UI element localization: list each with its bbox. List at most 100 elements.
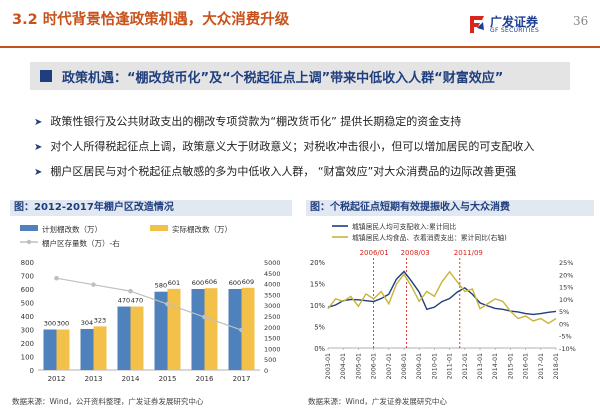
- legend-label: 城镇居民人均可支配收入:累计同比: [352, 222, 456, 231]
- y-right-tick-label: 0%: [559, 320, 569, 328]
- data-label-bg: [43, 318, 58, 328]
- y-tick-label: 0: [30, 367, 34, 375]
- y-right-tick-label: -10%: [559, 345, 576, 353]
- bar: [43, 329, 57, 370]
- line-point: [202, 314, 207, 320]
- bar: [130, 306, 144, 370]
- data-label-bg: [204, 277, 219, 287]
- chart1-title: 图：2012-2017年棚户区改造情况: [10, 200, 292, 216]
- x-tick-label: 2013: [85, 375, 103, 383]
- y-tick-label: 200: [21, 340, 34, 348]
- line-point: [165, 301, 170, 307]
- shantytown-bar-chart: 计划棚改数（万） 实际棚改数（万） 棚户区存量数（万）-右 0 100 200 300 400…: [10, 218, 290, 390]
- y-right-tick-label: 0: [264, 367, 268, 375]
- x-tick-label: 2012: [48, 375, 66, 383]
- series-line-stock: [56, 277, 242, 331]
- bullet-text: 棚户区居民与对个税起征点敏感的多为中低收入人群， “财富效应”对大众消费品的边际…: [50, 165, 517, 178]
- bar-data-label: 600: [192, 279, 204, 287]
- y-tick-label: 600: [21, 286, 34, 294]
- chart1-source: 数据来源：Wind，公开资料整理，广发证券发展研究中心: [12, 397, 204, 406]
- bar-data-label: 606: [205, 278, 217, 286]
- y-right-tick-label: 2500: [264, 313, 281, 321]
- x-tick-label: 2009-01: [416, 353, 423, 379]
- y-tick-label: 400: [21, 313, 34, 321]
- brand-logo: 广发证券 GF SECURITIES: [468, 12, 568, 38]
- series-line-1: [327, 270, 557, 325]
- bar: [167, 288, 181, 370]
- bullet-text: 对个人所得税起征点上调，政策意义大于财政意义；对税收冲击很小，但可以增加居民的可…: [50, 140, 535, 153]
- y-right-tick-label: 20%: [559, 271, 573, 279]
- annotation-label: 2006/01: [360, 249, 389, 257]
- y-right-tick-label: 1500: [264, 335, 281, 343]
- x-tick-label: 2016-01: [523, 353, 530, 379]
- x-tick-label: 2014: [122, 375, 140, 383]
- arrow-bullet-icon: ➤: [34, 142, 43, 153]
- bar-data-label: 304: [81, 319, 93, 327]
- chart2-background: [306, 218, 590, 394]
- y-right-tick-label: -5%: [559, 333, 572, 341]
- y-right-tick-label: 25%: [559, 259, 573, 267]
- arrow-bullet-icon: ➤: [34, 117, 43, 128]
- bullet-item: ➤ 棚户区居民与对个税起征点敏感的多为中低收入人群， “财富效应”对大众消费品的边…: [34, 163, 516, 179]
- bar: [80, 328, 94, 370]
- y-tick-label: 5%: [314, 324, 325, 332]
- data-label-bg: [93, 315, 108, 325]
- x-tick-label: 2015: [159, 375, 177, 383]
- y-tick-label: 20%: [310, 259, 326, 267]
- banner-text: 政策机遇：“棚改货币化”及“个税起征点上调”带来中低收入人群“财富效应”: [62, 71, 504, 86]
- y-right-tick-label: 4000: [264, 281, 281, 289]
- x-tick-label: 2003-01: [325, 353, 332, 379]
- chart2-title: 图：个税起征点短期有效提振收入与大众消费: [306, 200, 594, 216]
- bar-data-label: 600: [229, 279, 241, 287]
- header-divider: [0, 46, 600, 48]
- arrow-bullet-icon: ➤: [34, 167, 43, 178]
- y-right-tick-label: 3500: [264, 291, 281, 299]
- line-point: [128, 288, 133, 294]
- y-tick-label: 100: [21, 354, 34, 362]
- x-tick-label: 2008-01: [401, 353, 408, 379]
- y-right-tick-label: 5000: [264, 259, 281, 267]
- bullet-item: ➤ 政策性银行及公共财政支出的棚改专项贷款为“棚改货币化” 提供长期稳定的资金支持: [34, 113, 461, 129]
- bar: [191, 289, 205, 370]
- page-title: 3.2 时代背景恰逢政策机遇，大众消费升级: [12, 12, 290, 28]
- y-right-tick-label: 15%: [559, 284, 573, 292]
- bar-data-label: 601: [168, 279, 180, 287]
- bullet-text: 政策性银行及公共财政支出的棚改专项贷款为“棚改货币化” 提供长期稳定的资金支持: [50, 115, 462, 128]
- y-tick-label: 500: [21, 300, 34, 308]
- data-label-bg: [167, 277, 182, 287]
- bar-data-label: 300: [57, 320, 69, 328]
- y-tick-label: 15%: [310, 281, 326, 289]
- legend-label: 城镇居民人均食品、衣着消费支出：累计同比(右轴): [352, 233, 507, 242]
- legend-marker: [26, 239, 32, 245]
- legend-label: 实际棚改数（万）: [172, 224, 232, 234]
- gf-logo-icon: [470, 16, 484, 33]
- bar-data-label: 580: [155, 282, 167, 290]
- x-tick-label: 2013-01: [477, 353, 484, 379]
- legend-swatch: [20, 225, 38, 231]
- bar-data-label: 470: [131, 297, 143, 305]
- legend-swatch: [150, 225, 168, 231]
- brand-name-en: GF SECURITIES: [490, 27, 540, 34]
- data-label-bg: [130, 295, 145, 305]
- y-tick-label: 700: [21, 273, 34, 281]
- data-label-bg: [228, 278, 243, 287]
- bar-data-label: 470: [118, 297, 130, 305]
- x-tick-label: 2005-01: [355, 353, 362, 379]
- bar: [204, 288, 218, 370]
- y-right-tick-label: 5%: [559, 308, 569, 316]
- bar: [93, 326, 107, 370]
- bar: [154, 291, 168, 370]
- x-tick-label: 2006-01: [371, 353, 378, 379]
- section-banner: 政策机遇：“棚改货币化”及“个税起征点上调”带来中低收入人群“财富效应”: [30, 62, 570, 90]
- y-right-tick-label: 1000: [264, 345, 281, 353]
- y-tick-label: 0%: [314, 345, 325, 353]
- y-tick-label: 300: [21, 327, 34, 335]
- data-label-bg: [56, 318, 71, 328]
- x-tick-label: 2016: [196, 375, 214, 383]
- line-point: [239, 327, 244, 333]
- y-tick-label: 10%: [310, 302, 326, 310]
- bar: [56, 329, 70, 370]
- bar: [228, 289, 242, 370]
- x-tick-label: 2017: [233, 375, 251, 383]
- legend-label: 棚户区存量数（万）-右: [42, 238, 120, 248]
